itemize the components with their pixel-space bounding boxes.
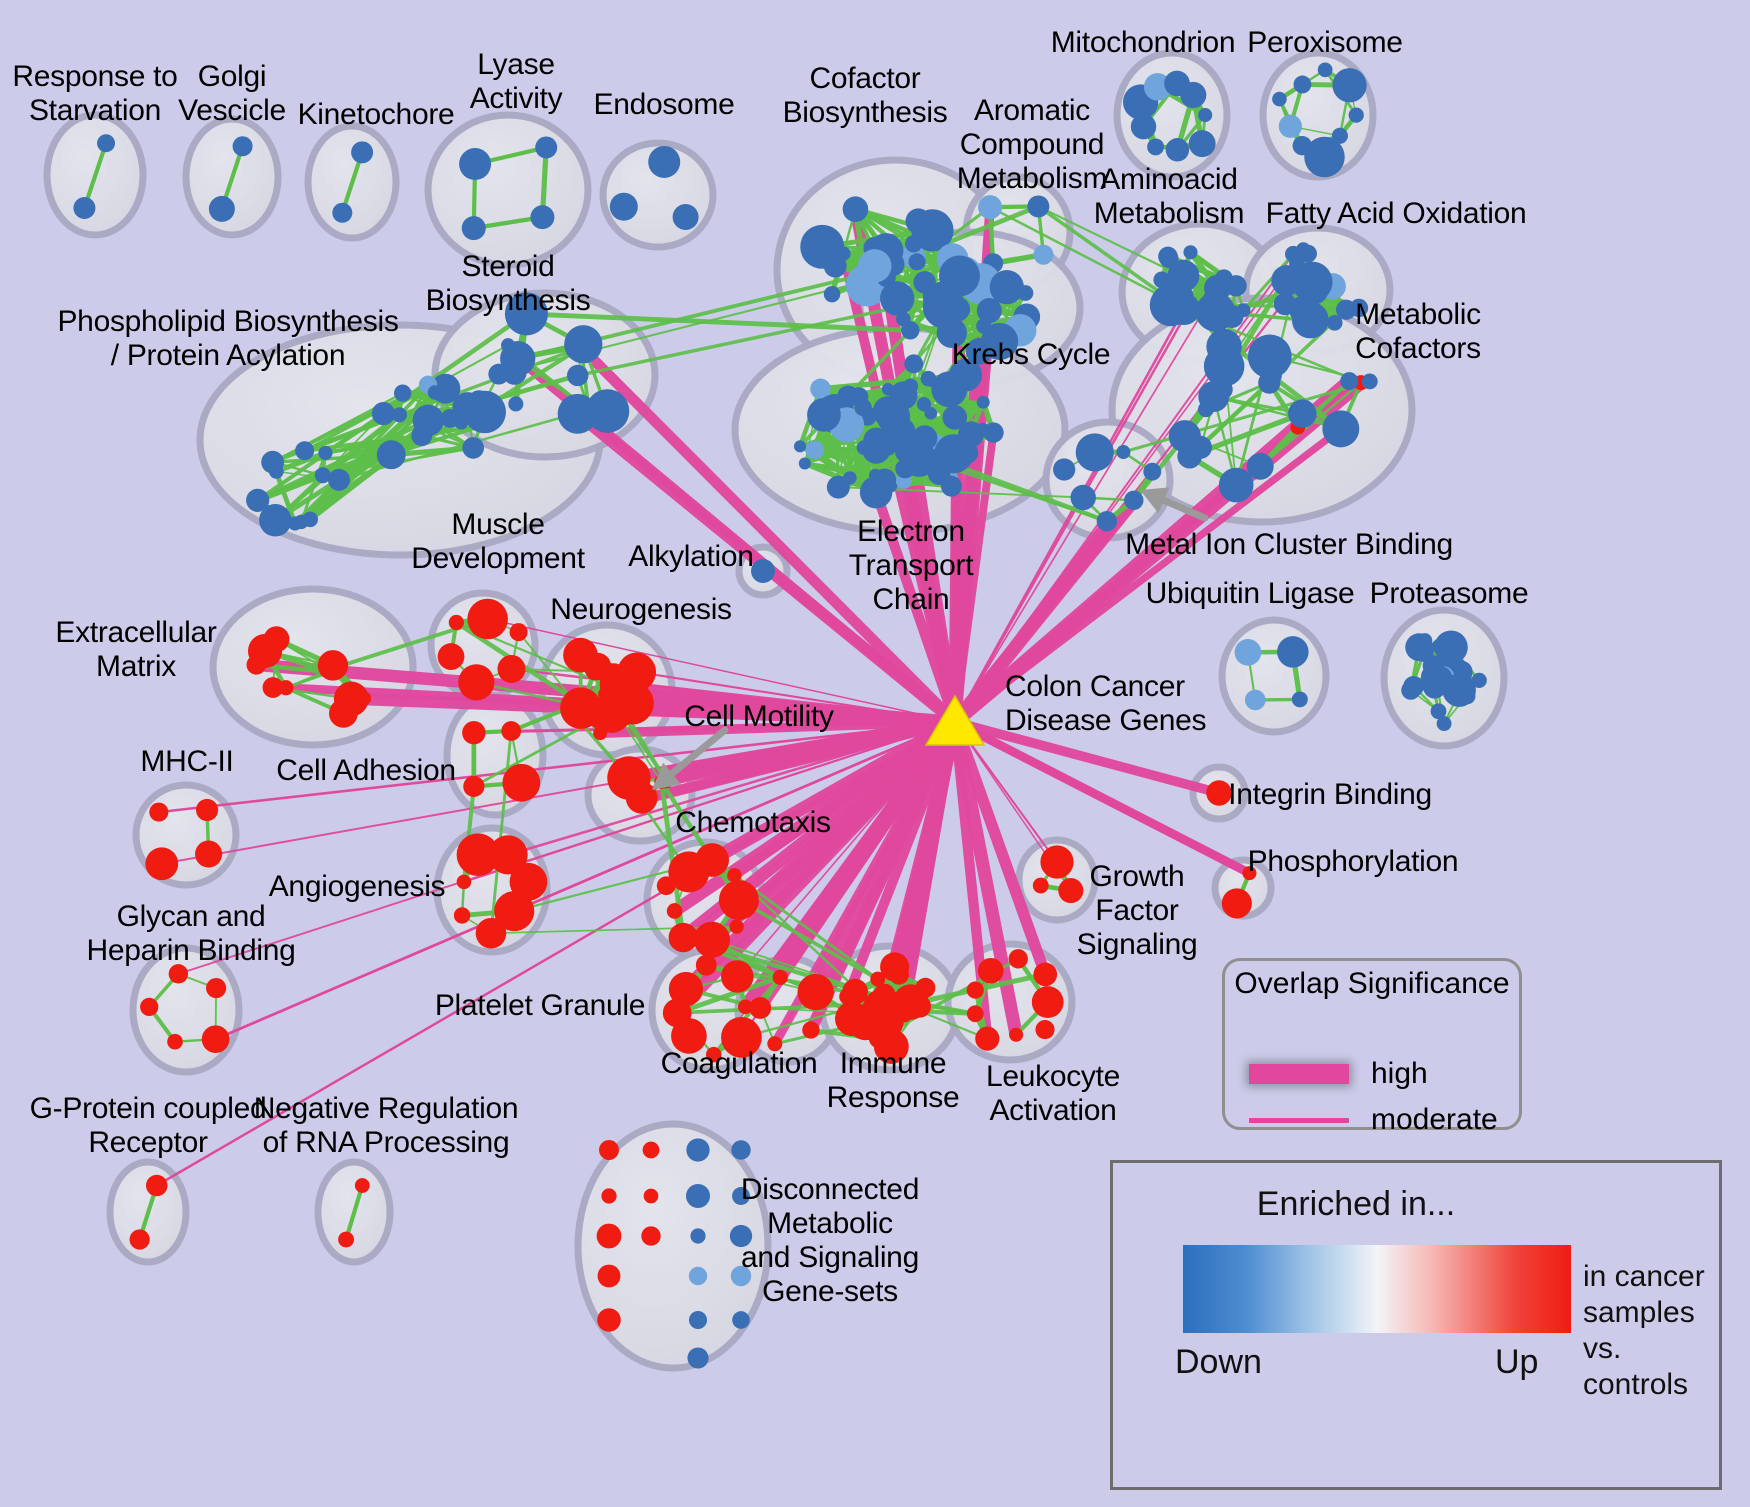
legend-overlap-item-moderate: moderate xyxy=(1249,1103,1498,1137)
legend-overlap-significance: Overlap Significance high moderate xyxy=(1222,958,1522,1136)
legend-overlap-moderate-label: moderate xyxy=(1371,1103,1498,1136)
legend-overlap-title: Overlap Significance xyxy=(1234,967,1510,1000)
moderate-overlap-swatch xyxy=(1249,1117,1349,1123)
legend-enriched-title: Enriched in... xyxy=(1256,1185,1456,1223)
legend-overlap-high-label: high xyxy=(1371,1057,1428,1090)
cell-motility-arrow xyxy=(652,726,729,790)
legend-overlap-item-high: high xyxy=(1249,1057,1428,1091)
high-overlap-swatch xyxy=(1249,1064,1349,1084)
metal-ion-arrow xyxy=(1140,487,1209,522)
enrichment-color-gradient xyxy=(1183,1245,1571,1333)
hub-node-colon-cancer-disease-genes[interactable] xyxy=(924,694,986,746)
legend-enriched-in: Enriched in... Down Up in cancer samples… xyxy=(1110,1160,1722,1490)
gene-set-nodes xyxy=(73,62,1487,1369)
gradient-high-label: Up xyxy=(1495,1343,1539,1381)
gradient-side-text: in cancer samples vs. controls xyxy=(1583,1260,1705,1401)
gradient-low-label: Down xyxy=(1175,1343,1262,1381)
annotation-arrows xyxy=(652,487,1209,790)
